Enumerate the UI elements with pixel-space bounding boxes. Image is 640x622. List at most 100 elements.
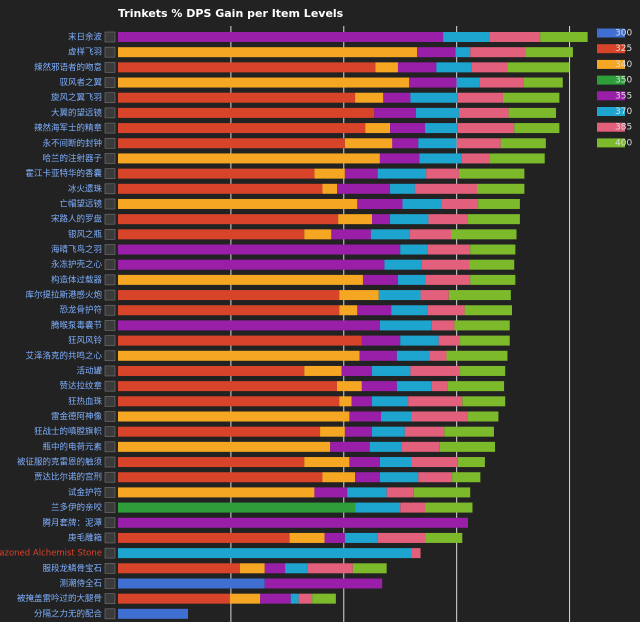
bar-segment: [118, 472, 323, 483]
bar-segment: [454, 320, 510, 331]
item-icon: [104, 335, 116, 346]
bar-segment: [400, 502, 426, 513]
item-icon: [104, 320, 116, 331]
bar-segment: [355, 92, 384, 103]
category-label: 腾月套牌：泥潭: [42, 517, 102, 528]
bar-segment: [118, 168, 315, 179]
bar-segment: [469, 259, 515, 270]
bar-segment: [400, 335, 439, 346]
legend-swatch: [597, 44, 625, 54]
item-icon: [104, 380, 116, 392]
bar-segment: [457, 123, 515, 134]
bar-segment: [455, 47, 471, 58]
bar-segment: [428, 214, 468, 225]
bar-segment: [361, 381, 397, 392]
bar-segment: [427, 305, 465, 316]
bar-segment: [260, 593, 291, 604]
legend-swatch: [597, 138, 625, 148]
bar-segment: [417, 47, 456, 58]
category-label: 狂热血珠: [68, 396, 103, 407]
bar-segment: [456, 77, 480, 88]
bar-segment: [390, 183, 415, 194]
bar-segment: [344, 138, 393, 149]
bar-segment: [379, 153, 420, 164]
item-icon: [104, 92, 116, 104]
bar-segment: [436, 62, 472, 73]
legend-swatch: [597, 59, 625, 69]
item-icon: [104, 608, 116, 620]
bar-segment: [229, 593, 261, 604]
bar-segment: [372, 365, 411, 376]
legend-swatch: [597, 91, 625, 101]
item-icon: [104, 426, 116, 437]
bar-segment: [285, 563, 308, 574]
bar-segment: [341, 365, 372, 376]
item-icon: [104, 46, 116, 58]
item-icon: [104, 441, 116, 453]
legend-label: 300: [615, 29, 632, 39]
bar-segment: [448, 290, 511, 301]
bar-segment: [413, 487, 471, 498]
item-icon: [104, 62, 116, 73]
category-label: 旋风之翼飞羽: [51, 92, 102, 103]
bar-segment: [365, 123, 391, 134]
bar-segment: [118, 259, 385, 270]
bar-segment: [331, 229, 371, 240]
legend-label: 385: [615, 123, 632, 133]
bar-segment: [400, 244, 428, 255]
category-label: 辣然海军士的精章: [34, 123, 103, 134]
bar-segment: [457, 92, 503, 103]
bar-segment: [118, 138, 345, 149]
item-icon: [104, 77, 116, 88]
bar-segment: [467, 214, 520, 225]
bar-segment: [337, 183, 391, 194]
bar-segment: [410, 92, 458, 103]
bar-segment: [489, 32, 541, 42]
item-icon: [104, 229, 116, 240]
bar-segment: [344, 426, 372, 437]
bar-segment: [508, 107, 557, 118]
bar-segment: [118, 92, 356, 103]
bar-segment: [118, 123, 366, 134]
bar-segment: [452, 472, 481, 483]
bar-segment: [397, 62, 437, 73]
bar-segment: [322, 472, 356, 483]
bar-segment: [392, 138, 419, 149]
bar-segment: [458, 168, 525, 179]
category-label: 庚毛雕箱: [68, 532, 103, 543]
bar-segment: [374, 107, 417, 118]
bar-segment: [349, 457, 380, 468]
category-label: Emblazoned Alchemist Stone: [0, 549, 102, 559]
legend-swatch: [597, 28, 625, 38]
bar-segment: [304, 365, 342, 376]
bar-segment: [307, 563, 353, 574]
category-label: 大翼的望远镜: [51, 107, 103, 118]
bar-segment: [478, 198, 520, 209]
bar-segment: [460, 365, 506, 376]
category-label: 辣然邪语者的吻意: [34, 62, 102, 73]
category-label: 末日余波: [68, 32, 103, 43]
category-label: 腾喉泵毒囊节: [51, 320, 103, 331]
item-icon: [104, 107, 116, 119]
item-icon: [104, 532, 116, 544]
bar-segment: [396, 381, 432, 392]
bar-segment: [404, 426, 445, 437]
item-icon: [104, 593, 116, 604]
bar-segment: [239, 563, 265, 574]
bar-segment: [370, 229, 410, 240]
bar-segment: [118, 153, 380, 164]
item-icon: [104, 153, 116, 164]
bar-segment: [118, 593, 230, 604]
category-label: 库尔提拉斯港感火炮: [25, 290, 102, 301]
bar-segment: [378, 290, 421, 301]
bar-segment: [347, 487, 387, 498]
bar-segment: [396, 350, 430, 361]
category-label: 活动罐: [76, 365, 102, 376]
category-label: 测潮侍全石: [59, 578, 102, 589]
category-label: 哈兰的注射器子: [42, 153, 102, 164]
bar-segment: [118, 198, 358, 209]
bar-segment: [458, 107, 509, 118]
bar-segment: [431, 381, 448, 392]
bar-segment: [379, 472, 419, 483]
bar-segment: [456, 138, 501, 149]
